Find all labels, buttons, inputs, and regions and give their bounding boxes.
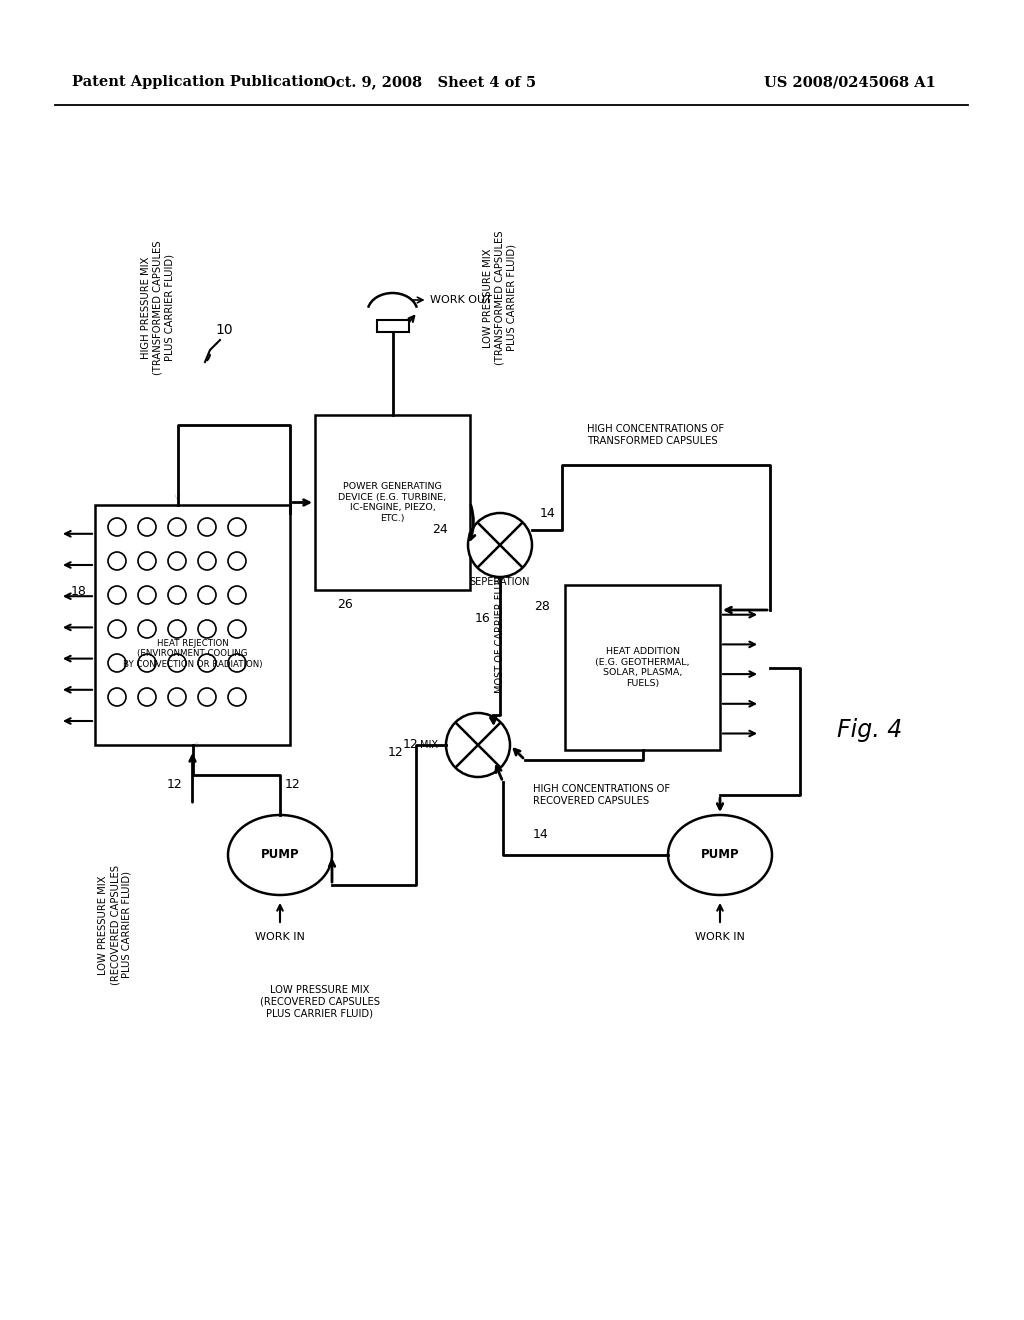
Text: 14: 14 — [540, 507, 556, 520]
Circle shape — [138, 653, 156, 672]
Text: Fig. 4: Fig. 4 — [838, 718, 902, 742]
Circle shape — [198, 586, 216, 605]
Text: 24: 24 — [432, 523, 449, 536]
Text: LOW PRESSURE MIX
(RECOVERED CAPSULES
PLUS CARRIER FLUID): LOW PRESSURE MIX (RECOVERED CAPSULES PLU… — [98, 865, 132, 985]
Circle shape — [228, 688, 246, 706]
Circle shape — [138, 620, 156, 638]
Circle shape — [108, 552, 126, 570]
Text: HEAT ADDITION
(E.G. GEOTHERMAL,
SOLAR, PLASMA,
FUELS): HEAT ADDITION (E.G. GEOTHERMAL, SOLAR, P… — [595, 647, 690, 688]
Text: HEAT REJECTION
(ENVIRONMENT COOLING
BY CONVECTION OR RADIATION): HEAT REJECTION (ENVIRONMENT COOLING BY C… — [123, 639, 262, 669]
Circle shape — [138, 688, 156, 706]
Text: 12: 12 — [388, 747, 403, 759]
Text: HIGH PRESSURE MIX
(TRANSFORMED CAPSULES
PLUS CARRIER FLUID): HIGH PRESSURE MIX (TRANSFORMED CAPSULES … — [141, 240, 174, 375]
Bar — [565, 585, 720, 750]
Circle shape — [108, 688, 126, 706]
Text: 10: 10 — [215, 323, 232, 337]
Text: Oct. 9, 2008   Sheet 4 of 5: Oct. 9, 2008 Sheet 4 of 5 — [324, 75, 537, 88]
Circle shape — [168, 517, 186, 536]
Text: PUMP: PUMP — [700, 849, 739, 862]
Circle shape — [228, 586, 246, 605]
Ellipse shape — [668, 814, 772, 895]
Circle shape — [198, 552, 216, 570]
Text: WORK IN: WORK IN — [255, 932, 305, 942]
Text: SEPERATION: SEPERATION — [470, 577, 530, 587]
Circle shape — [108, 620, 126, 638]
Text: 26: 26 — [337, 598, 353, 611]
Text: LOW PRESSURE MIX
(TRANSFORMED CAPSULES
PLUS CARRIER FLUID): LOW PRESSURE MIX (TRANSFORMED CAPSULES P… — [483, 231, 516, 366]
Text: 14: 14 — [534, 829, 549, 842]
Circle shape — [138, 552, 156, 570]
Circle shape — [228, 552, 246, 570]
Circle shape — [168, 620, 186, 638]
Circle shape — [168, 653, 186, 672]
Text: 12: 12 — [167, 779, 182, 792]
Circle shape — [228, 620, 246, 638]
Circle shape — [138, 586, 156, 605]
Text: US 2008/0245068 A1: US 2008/0245068 A1 — [764, 75, 936, 88]
Text: HIGH CONCENTRATIONS OF
TRANSFORMED CAPSULES: HIGH CONCENTRATIONS OF TRANSFORMED CAPSU… — [587, 424, 724, 446]
Circle shape — [108, 653, 126, 672]
Circle shape — [198, 688, 216, 706]
Circle shape — [108, 517, 126, 536]
Text: 12: 12 — [285, 779, 301, 792]
Circle shape — [168, 586, 186, 605]
Text: POWER GENERATING
DEVICE (E.G. TURBINE,
IC-ENGINE, PIEZO,
ETC.): POWER GENERATING DEVICE (E.G. TURBINE, I… — [339, 482, 446, 523]
Circle shape — [138, 517, 156, 536]
Text: 12: 12 — [402, 738, 418, 751]
Text: PUMP: PUMP — [261, 849, 299, 862]
Bar — [315, 414, 470, 590]
Text: HIGH CONCENTRATIONS OF
RECOVERED CAPSULES: HIGH CONCENTRATIONS OF RECOVERED CAPSULE… — [534, 784, 670, 805]
Circle shape — [198, 620, 216, 638]
Circle shape — [198, 517, 216, 536]
Circle shape — [446, 713, 510, 777]
Circle shape — [168, 688, 186, 706]
Circle shape — [168, 552, 186, 570]
Text: Patent Application Publication: Patent Application Publication — [72, 75, 324, 88]
Text: 28: 28 — [535, 601, 550, 612]
Circle shape — [228, 517, 246, 536]
Text: 16: 16 — [474, 612, 490, 624]
Text: LOW PRESSURE MIX
(RECOVERED CAPSULES
PLUS CARRIER FLUID): LOW PRESSURE MIX (RECOVERED CAPSULES PLU… — [260, 985, 380, 1018]
Circle shape — [198, 653, 216, 672]
Bar — [377, 319, 409, 333]
Text: MOST OF CARRIER FLUID: MOST OF CARRIER FLUID — [495, 572, 505, 693]
Ellipse shape — [228, 814, 332, 895]
Circle shape — [228, 653, 246, 672]
Bar — [95, 506, 290, 744]
Circle shape — [108, 586, 126, 605]
Text: MIX: MIX — [420, 741, 438, 750]
Text: WORK IN: WORK IN — [695, 932, 744, 942]
Text: WORK OUT: WORK OUT — [430, 294, 493, 305]
Circle shape — [468, 513, 532, 577]
Text: 18: 18 — [71, 585, 87, 598]
